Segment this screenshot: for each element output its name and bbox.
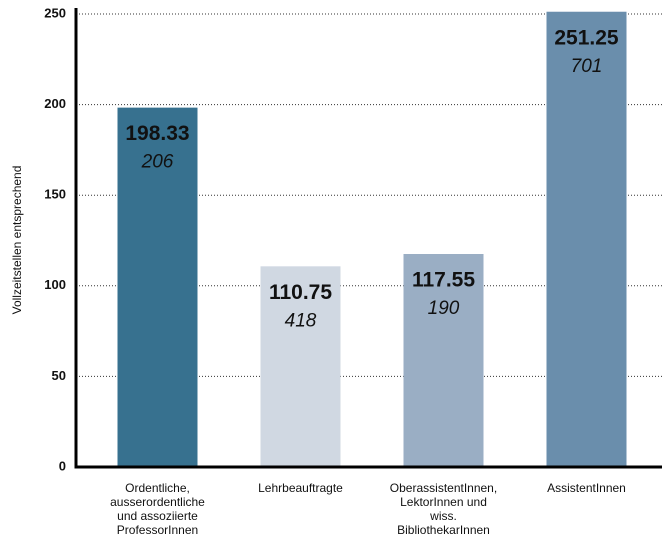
x-tick-label: AssistentInnen — [547, 481, 626, 495]
bar — [260, 266, 341, 467]
secondary-label: 701 — [571, 56, 603, 77]
secondary-label: 206 — [141, 152, 174, 173]
y-tick-label: 50 — [52, 368, 66, 383]
x-tick-label: ausserordentliche — [110, 495, 205, 509]
value-label: 110.75 — [269, 281, 332, 304]
x-tick-label: ProfessorInnen — [117, 523, 198, 537]
x-tick-label: Lehrbeauftragte — [258, 481, 343, 495]
x-tick-label: wiss. — [429, 509, 457, 523]
x-tick-label: OberassistentInnen, — [390, 481, 497, 495]
secondary-label: 418 — [285, 310, 317, 331]
y-tick-label: 0 — [59, 458, 66, 473]
x-tick-label: und assoziierte — [117, 509, 198, 523]
x-tick-label: BibliothekarInnen — [397, 523, 490, 537]
bar — [117, 107, 198, 467]
y-tick-label: 100 — [44, 277, 66, 292]
y-tick-label: 250 — [44, 5, 66, 20]
x-tick-label: Ordentliche, — [125, 481, 190, 495]
x-tick-label: LektorInnen und — [400, 495, 487, 509]
y-axis-label: Vollzeitstellen entsprechend — [10, 166, 24, 315]
y-tick-label: 200 — [44, 96, 66, 111]
bar — [403, 253, 484, 467]
bar — [546, 11, 627, 468]
secondary-label: 190 — [428, 298, 460, 319]
y-tick-label: 150 — [44, 187, 66, 202]
value-label: 198.33 — [125, 122, 189, 145]
value-label: 117.55 — [412, 269, 475, 292]
value-label: 251.25 — [554, 26, 619, 49]
